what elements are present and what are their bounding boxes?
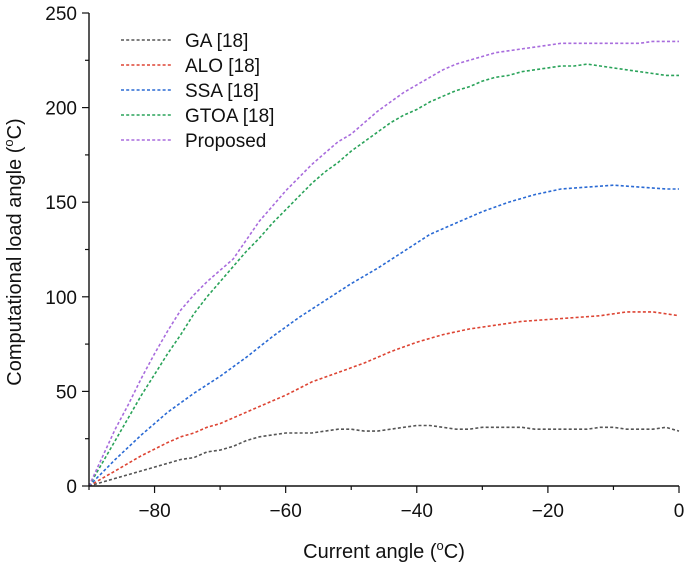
legend-item-proposed: Proposed [121,131,266,152]
series-line-ga-18 [88,424,680,487]
y-tick-label: 50 [56,382,77,403]
x-tick-label: −60 [270,501,302,522]
series-line-gtoa-18 [88,63,679,487]
y-tick-label: 200 [45,99,77,120]
y-tick-label: 0 [66,477,77,498]
y-tick-label: 250 [45,4,77,25]
series-line-proposed [88,40,679,487]
y-tick-label: 150 [45,193,77,214]
x-tick-label: 0 [674,501,685,522]
legend-label: Proposed [185,131,266,152]
series-group [88,40,680,487]
x-tick-label: −20 [532,501,564,522]
legend-item-gtoa-18: GTOA [18] [121,106,274,127]
legend-item-alo-18: ALO [18] [121,56,260,77]
x-tick-label: −80 [138,501,170,522]
axes: 0 50 100 150 200 250 −80 −60 −40 −20 0 [45,4,684,522]
y-tick-label: 100 [45,288,77,309]
legend-item-ssa-18: SSA [18] [121,81,259,102]
x-axis-title: Current angle (oC) [303,538,465,563]
x-tick-label: −40 [401,501,433,522]
legend: GA [18] ALO [18] SSA [18] GTOA [18] Proposed [121,31,274,152]
y-axis-title: Computational load angle (oC) [1,118,26,385]
legend-item-ga-18: GA [18] [121,31,248,52]
legend-label: ALO [18] [185,56,260,77]
legend-label: GTOA [18] [185,106,274,127]
legend-label: GA [18] [185,31,248,52]
legend-label: SSA [18] [185,81,259,102]
series-line-alo-18 [88,311,680,487]
series-line-ssa-18 [88,184,679,487]
